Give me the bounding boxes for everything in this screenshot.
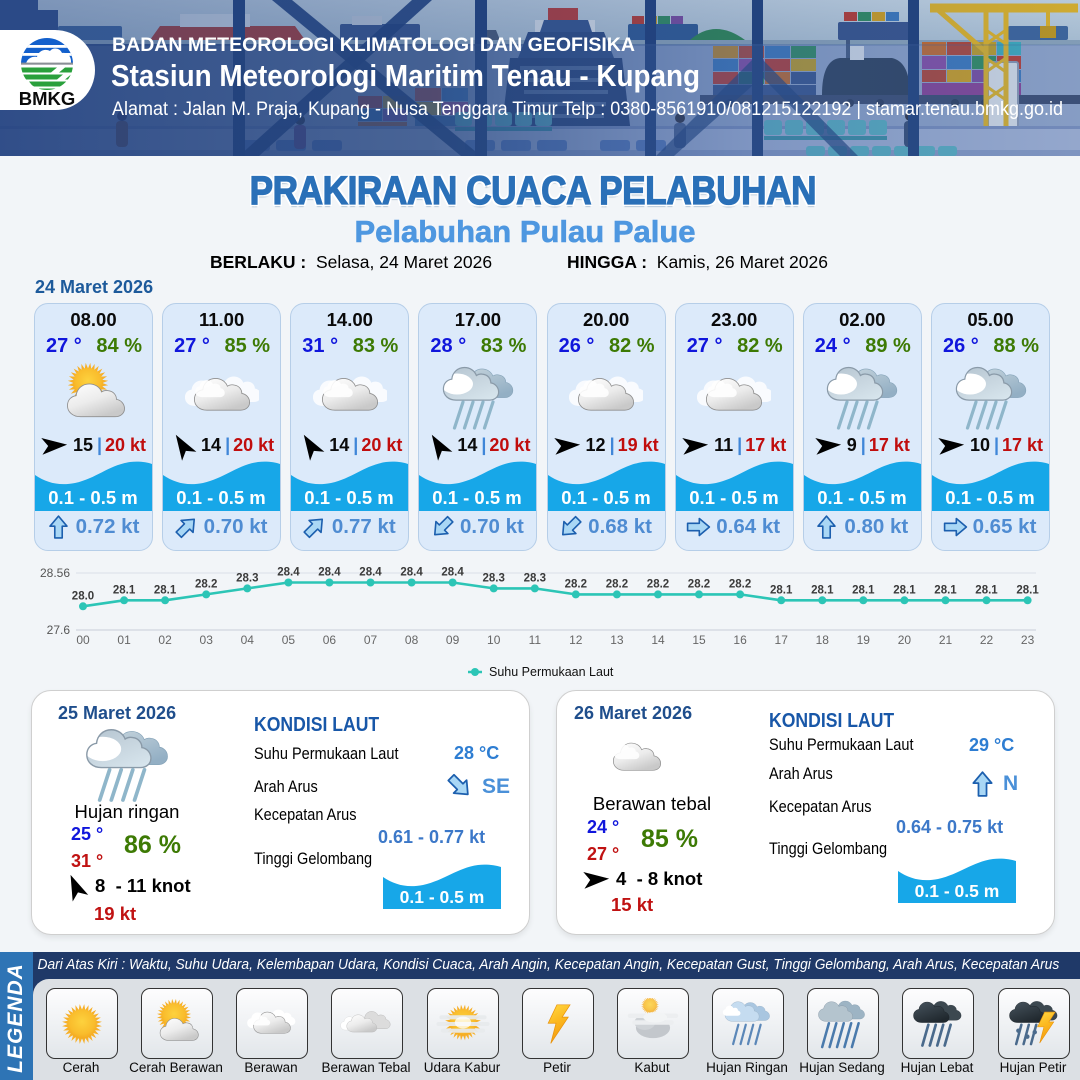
svg-text:21: 21 [939,633,953,647]
svg-text:17: 17 [775,633,789,647]
svg-text:28.56: 28.56 [40,566,70,580]
svg-text:Stasiun Meteorologi Maritim Te: Stasiun Meteorologi Maritim Tenau - Kupa… [111,58,700,93]
svg-text:04: 04 [241,633,255,647]
svg-text:16: 16 [733,633,747,647]
svg-text:28.1: 28.1 [1016,584,1039,596]
svg-text:0.1 - 0.5 m: 0.1 - 0.5 m [915,881,1000,901]
svg-text:23: 23 [1021,633,1035,647]
svg-text:28.1: 28.1 [154,584,177,596]
svg-text:28.2: 28.2 [565,578,587,590]
svg-text:28.3: 28.3 [236,572,258,584]
svg-text:12: 12 [569,633,583,647]
svg-text:05: 05 [282,633,296,647]
svg-text:02: 02 [158,633,172,647]
svg-text:0.1 - 0.5 m: 0.1 - 0.5 m [817,487,906,508]
svg-text:BADAN METEOROLOGI KLIMATOLOGI: BADAN METEOROLOGI KLIMATOLOGI DAN GEOFIS… [112,35,635,56]
svg-text:07: 07 [364,633,378,647]
svg-text:14: 14 [651,633,665,647]
svg-text:03: 03 [200,633,214,647]
svg-text:28.1: 28.1 [811,584,834,596]
svg-text:28.2: 28.2 [606,578,628,590]
svg-text:27.6: 27.6 [47,623,71,637]
svg-text:19: 19 [857,633,871,647]
svg-text:28.1: 28.1 [934,584,957,596]
svg-text:28.4: 28.4 [277,567,300,579]
svg-text:0.1 - 0.5 m: 0.1 - 0.5 m [305,487,394,508]
svg-text:10: 10 [487,633,501,647]
svg-text:28.1: 28.1 [893,584,916,596]
svg-text:18: 18 [816,633,830,647]
svg-text:28.1: 28.1 [770,584,793,596]
svg-text:28.1: 28.1 [852,584,875,596]
svg-text:0.1 - 0.5 m: 0.1 - 0.5 m [176,487,265,508]
svg-text:28.2: 28.2 [195,578,217,590]
svg-text:BMKG: BMKG [19,88,76,109]
svg-text:0.1 - 0.5 m: 0.1 - 0.5 m [689,487,778,508]
svg-text:15: 15 [692,633,706,647]
svg-text:13: 13 [610,633,624,647]
svg-text:28.2: 28.2 [647,578,669,590]
svg-text:0.1 - 0.5 m: 0.1 - 0.5 m [945,487,1034,508]
svg-text:28.0: 28.0 [72,590,94,602]
svg-text:11: 11 [529,633,542,647]
svg-text:0.1 - 0.5 m: 0.1 - 0.5 m [48,487,137,508]
svg-text:28.3: 28.3 [483,572,505,584]
svg-text:08: 08 [405,633,419,647]
svg-text:0.1 - 0.5 m: 0.1 - 0.5 m [433,487,522,508]
svg-text:20: 20 [898,633,912,647]
svg-text:28.4: 28.4 [441,567,464,579]
svg-text:Suhu Permukaan Laut: Suhu Permukaan Laut [489,665,614,679]
svg-text:28.1: 28.1 [113,584,136,596]
svg-text:28.2: 28.2 [729,578,751,590]
svg-text:28.2: 28.2 [688,578,710,590]
svg-text:28.4: 28.4 [318,567,341,579]
svg-text:0.1 - 0.5 m: 0.1 - 0.5 m [561,487,650,508]
svg-text:Alamat : Jalan M. Praja, Kupan: Alamat : Jalan M. Praja, Kupang - Nusa T… [112,99,1063,120]
svg-text:22: 22 [980,633,994,647]
svg-text:00: 00 [76,633,90,647]
svg-text:01: 01 [117,633,131,647]
svg-text:28.1: 28.1 [975,584,998,596]
svg-text:28.4: 28.4 [400,567,423,579]
svg-text:28.3: 28.3 [524,572,546,584]
svg-text:0.1 - 0.5 m: 0.1 - 0.5 m [400,887,485,907]
svg-text:06: 06 [323,633,337,647]
svg-text:09: 09 [446,633,460,647]
svg-text:28.4: 28.4 [359,567,382,579]
